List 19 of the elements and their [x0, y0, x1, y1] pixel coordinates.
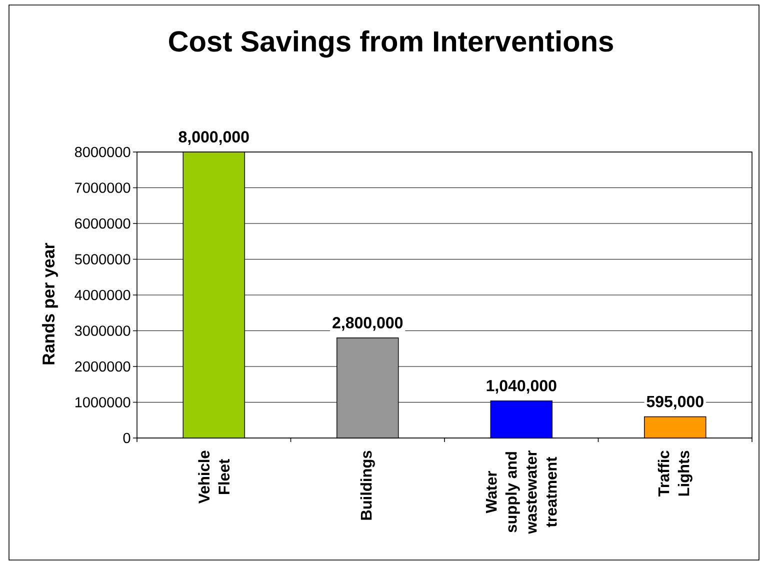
y-tick-label: 5000000	[74, 254, 130, 264]
y-tick-label: 3000000	[74, 326, 130, 336]
data-label: 2,800,000	[332, 317, 403, 331]
data-label: 8,000,000	[178, 131, 249, 145]
y-axis-title: Rands per year	[42, 242, 58, 364]
data-label: 1,040,000	[486, 380, 556, 394]
y-tick-label: 1000000	[75, 397, 130, 408]
y-tick-label: 6000000	[75, 218, 130, 229]
x-tick-label: Traffic Lights	[658, 450, 692, 497]
y-tick-label: 8000000	[74, 146, 130, 158]
y-tick-label: 2000000	[75, 361, 130, 372]
x-tick-label: Vehicle Fleet	[198, 450, 230, 504]
data-label: 595,000	[646, 396, 704, 410]
chart-title: Cost Savings from Interventions	[169, 30, 613, 58]
x-tick-label: Water supply and wastewater treatment	[486, 450, 557, 534]
y-tick-label: 7000000	[75, 182, 130, 193]
x-tick-label: Buildings	[360, 450, 375, 520]
y-tick-label: 4000000	[74, 290, 130, 300]
y-tick-label: 0	[123, 432, 130, 444]
